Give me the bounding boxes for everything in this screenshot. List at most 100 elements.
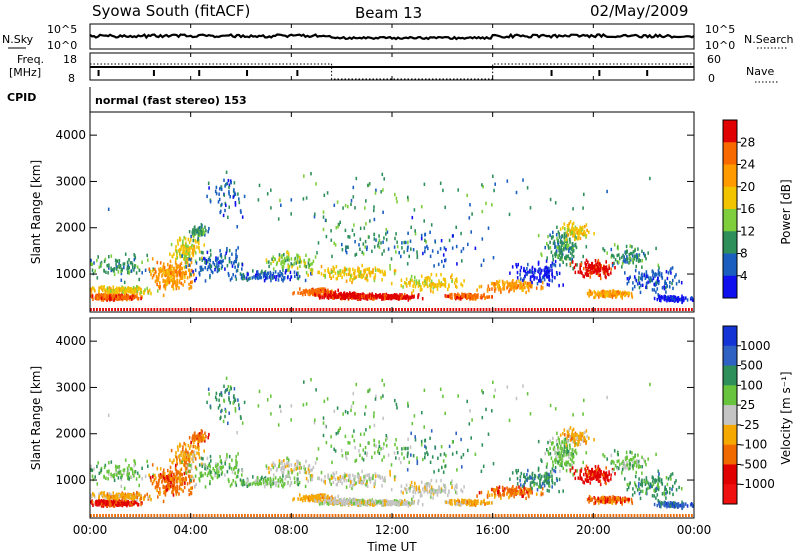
scatter-cell [399, 296, 402, 300]
scatter-cell [214, 258, 217, 262]
scatter-cell [209, 406, 212, 410]
scatter-cell [234, 274, 237, 279]
scatter-cell [491, 203, 493, 207]
scatter-cell [657, 263, 660, 267]
scatter-cell [233, 261, 235, 265]
scatter-cell [227, 178, 230, 183]
power-colorbar-swatch [723, 164, 737, 188]
scatter-cell [332, 265, 335, 269]
scatter-cell [337, 308, 340, 311]
scatter-cell [407, 245, 409, 249]
scatter-cell [178, 248, 180, 253]
scatter-cell [343, 308, 346, 311]
scatter-cell [323, 193, 326, 197]
scatter-cell [290, 262, 292, 266]
scatter-cell [174, 308, 177, 311]
scatter-cell [265, 258, 268, 262]
scatter-cell [168, 308, 171, 311]
scatter-cell [571, 250, 574, 254]
scatter-cell [319, 296, 321, 300]
scatter-cell [100, 293, 103, 297]
scatter-cell [97, 461, 99, 465]
scatter-cell [588, 294, 590, 298]
scatter-cell [307, 308, 310, 311]
scatter-cell [431, 308, 434, 311]
scatter-cell [259, 273, 261, 277]
scatter-cell [196, 434, 198, 439]
scatter-cell [206, 260, 209, 264]
scatter-cell [269, 270, 272, 275]
scatter-cell [162, 484, 164, 489]
scatter-cell [663, 297, 665, 301]
scatter-cell [123, 262, 126, 266]
scatter-cell [445, 247, 447, 252]
date-title: 02/May/2009 [590, 2, 688, 20]
scatter-cell [424, 278, 426, 283]
scatter-cell [562, 260, 564, 264]
scatter-cell [166, 479, 168, 483]
scatter-cell [373, 205, 375, 209]
scatter-cell [595, 263, 598, 267]
scatter-cell [169, 279, 172, 283]
scatter-cell [98, 292, 100, 296]
scatter-cell [181, 254, 183, 258]
scatter-cell [162, 278, 164, 283]
scatter-cell [188, 463, 190, 467]
power-colorbar-tick-label: 8 [740, 247, 748, 261]
scatter-cell [162, 265, 164, 269]
scatter-cell [228, 183, 231, 187]
scatter-cell [420, 233, 423, 238]
scatter-cell [178, 479, 181, 483]
scatter-cell [216, 463, 218, 468]
scatter-cell [218, 260, 220, 265]
scatter-cell [153, 308, 156, 311]
scatter-cell [132, 265, 134, 270]
scatter-cell [140, 496, 142, 501]
scatter-cell [110, 289, 112, 293]
scatter-cell [238, 200, 241, 205]
scatter-cell [465, 294, 467, 298]
scatter-cell [674, 275, 676, 279]
scatter-cell [221, 408, 223, 413]
scatter-cell [407, 231, 409, 235]
scatter-cell [349, 274, 352, 278]
scatter-cell [167, 262, 169, 267]
scatter-cell [118, 295, 120, 299]
scatter-cell [609, 289, 612, 294]
scatter-cell [136, 285, 138, 289]
scatter-cell [219, 455, 221, 459]
scatter-cell [564, 308, 566, 311]
scatter-cell [90, 467, 92, 472]
scatter-cell [309, 268, 312, 272]
scatter-cell [341, 269, 344, 273]
scatter-cell [296, 272, 298, 276]
scatter-cell [359, 296, 361, 301]
scatter-cell [666, 276, 669, 281]
scatter-cell [194, 457, 197, 461]
scatter-cell [440, 281, 443, 285]
scatter-cell [156, 466, 159, 471]
scatter-cell [286, 258, 289, 262]
scatter-cell [231, 308, 234, 311]
scatter-cell [189, 268, 191, 273]
scatter-cell [349, 267, 351, 271]
scatter-cell [155, 484, 158, 489]
scatter-cell [94, 475, 96, 479]
scatter-cell [127, 270, 129, 275]
power-colorbar-tick-label: 16 [740, 202, 755, 216]
scatter-cell [445, 294, 447, 299]
scatter-cell [184, 466, 187, 471]
scatter-cell [305, 288, 307, 292]
scatter-cell [253, 308, 255, 311]
scatter-cell [102, 293, 104, 297]
scatter-cell [176, 251, 178, 256]
scatter-cell [258, 183, 261, 188]
scatter-cell [511, 286, 513, 291]
scatter-cell [197, 231, 200, 235]
scatter-cell [571, 260, 573, 264]
scatter-cell [594, 268, 596, 272]
scatter-cell [354, 269, 356, 273]
scatter-cell [590, 270, 592, 275]
scatter-cell [220, 185, 223, 189]
scatter-cell [523, 266, 525, 271]
